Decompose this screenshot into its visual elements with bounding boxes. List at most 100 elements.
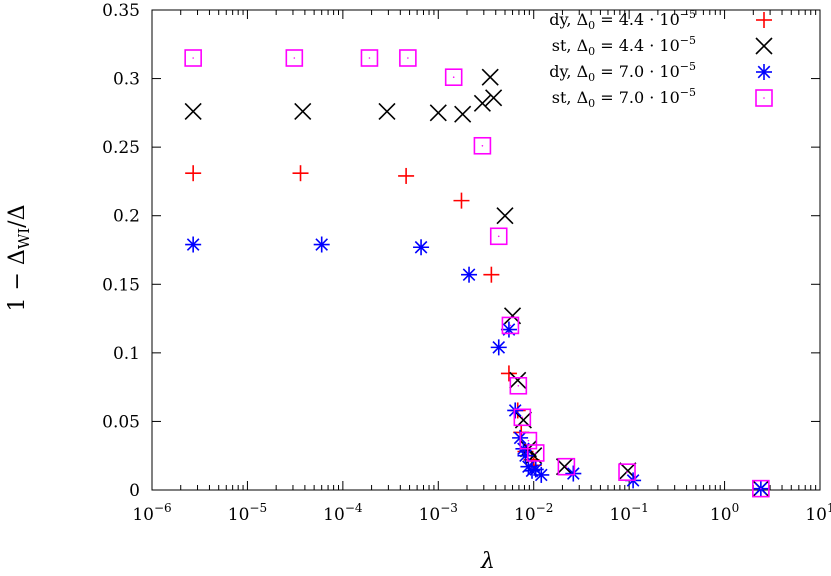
legend: dy, Δ0 = 4.4 · 10−5st, Δ0 = 4.4 · 10−5dy… [549,8,773,110]
series-plus [185,165,542,474]
square-dot [527,439,530,442]
data-point [481,68,499,86]
data-point [526,444,545,462]
cross-b [619,462,637,480]
data-point [185,236,202,253]
data-point [473,94,491,112]
data-point [292,165,309,182]
cross-b [378,102,396,121]
axes: 10−6 10−5 10−4 10−3 10−2 10−1 100 101 0 0.05 0.1 0.… [102,1,831,525]
star-b [414,240,428,254]
data-point [184,102,202,121]
square-box [509,376,528,395]
data-point [429,104,447,122]
square-dot [407,57,409,59]
cross-b [454,105,472,123]
data-point [184,49,202,67]
data-point [618,463,636,481]
series-cross [184,68,770,498]
y-tick-label: 0.05 [102,412,140,432]
square-dot [521,416,524,419]
data-point [501,316,520,335]
square-dot [763,97,765,99]
star-b [315,238,329,251]
data-point [752,479,770,498]
x-tick-label: 101 [805,501,831,525]
x-tick-label: 10−4 [323,501,363,525]
data-point [294,102,312,121]
data-point [313,236,330,253]
data-point [509,376,528,395]
legend-label: st, Δ0 = 4.4 · 10−5 [552,34,696,58]
square-box [755,89,773,107]
y-tick-label: 0.35 [102,1,140,21]
legend-marker [756,64,772,80]
cross-b [294,102,312,121]
x-axis-label: λ [480,549,495,574]
square-box [752,479,770,498]
data-point [557,457,576,476]
data-point [509,371,527,389]
x-tick-label: 10−6 [132,501,171,525]
data-point [565,465,582,482]
y-tick-label: 0.25 [102,138,140,158]
square-box [399,49,417,67]
data-point [533,466,550,483]
star-b [519,449,532,463]
series-square [184,49,770,498]
square-dot [368,57,371,59]
square-box [444,68,463,86]
legend-marker [755,89,773,107]
data-point [483,266,500,283]
cross-b [496,207,514,225]
y-tick-label: 0.15 [102,275,140,295]
square-dot [452,76,455,78]
data-point [507,402,524,419]
square-box [526,444,545,462]
cross-b [509,371,527,389]
square-box [184,49,202,67]
data-point [378,102,396,121]
square-dot [293,57,296,59]
cross-b [184,102,202,121]
square-box [618,463,636,481]
x-tick-label: 100 [710,501,739,525]
data-point [454,105,472,123]
x-tick-label: 10−2 [514,501,553,525]
x-tick-label: 10−3 [419,501,458,525]
square-dot [517,384,520,387]
data-point [490,339,507,356]
data-point [513,408,532,427]
x-tick-label: 10−5 [228,501,267,525]
plot-frame [151,9,821,491]
star-b [508,404,522,417]
data-point [500,365,517,382]
x-tick-label: 10−1 [609,501,648,525]
data-point [517,447,534,464]
star-b [492,341,506,354]
data-point [444,68,463,86]
square-box [473,136,492,155]
data-point [398,167,415,184]
data-point [485,89,503,107]
y-axis-label: 1 − ΔWI/Δ [5,205,33,312]
y-tick-label: 0.3 [113,70,140,90]
star-b [757,65,771,79]
square-box [513,408,532,427]
data-point [453,192,470,209]
data-point [496,207,514,225]
square-box [557,457,576,476]
y-tick-label: 0 [129,481,140,501]
cross-b [755,37,773,55]
data-point [473,136,492,155]
cross-b [503,307,522,325]
square-dot [509,324,512,327]
series-star [185,236,769,497]
star-b [534,468,548,482]
data-point [500,321,517,338]
legend-label: st, Δ0 = 7.0 · 10−5 [552,86,696,110]
cross-b [473,94,491,112]
star-b [186,238,200,251]
square-dot [760,487,762,490]
